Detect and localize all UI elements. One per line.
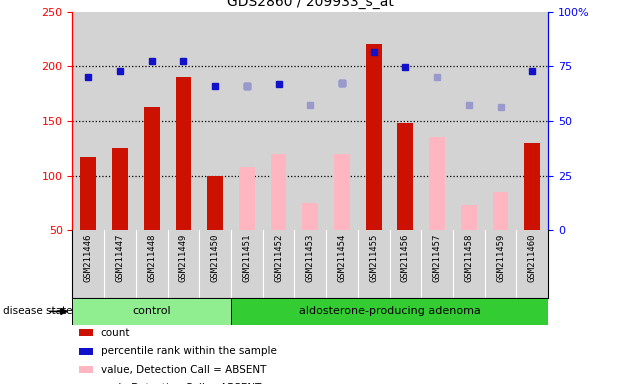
- Text: GSM211459: GSM211459: [496, 234, 505, 282]
- Bar: [176, 77, 192, 230]
- Bar: [144, 107, 159, 230]
- Bar: [231, 298, 548, 325]
- Text: GSM211457: GSM211457: [433, 234, 442, 282]
- Bar: [366, 44, 382, 230]
- Bar: [429, 137, 445, 230]
- Text: GSM211454: GSM211454: [338, 234, 346, 282]
- Bar: [271, 154, 287, 230]
- Text: GSM211460: GSM211460: [528, 234, 537, 282]
- Text: aldosterone-producing adenoma: aldosterone-producing adenoma: [299, 306, 481, 316]
- Bar: [334, 154, 350, 230]
- Bar: [112, 148, 128, 230]
- Text: GSM211447: GSM211447: [115, 234, 125, 282]
- Bar: [461, 205, 477, 230]
- Bar: [398, 123, 413, 230]
- Text: GSM211450: GSM211450: [210, 234, 220, 282]
- Bar: [493, 192, 508, 230]
- Text: disease state: disease state: [3, 306, 72, 316]
- Text: control: control: [132, 306, 171, 316]
- Text: GSM211458: GSM211458: [464, 234, 473, 282]
- Text: GSM211451: GSM211451: [243, 234, 251, 282]
- Bar: [524, 143, 540, 230]
- Bar: [207, 176, 223, 230]
- Text: GSM211449: GSM211449: [179, 234, 188, 282]
- Text: rank, Detection Call = ABSENT: rank, Detection Call = ABSENT: [101, 383, 261, 384]
- Bar: [72, 298, 231, 325]
- Text: value, Detection Call = ABSENT: value, Detection Call = ABSENT: [101, 365, 266, 375]
- Title: GDS2860 / 209933_s_at: GDS2860 / 209933_s_at: [227, 0, 394, 9]
- Bar: [302, 203, 318, 230]
- Text: GSM211452: GSM211452: [274, 234, 283, 282]
- Text: GSM211446: GSM211446: [84, 234, 93, 282]
- Text: GSM211456: GSM211456: [401, 234, 410, 282]
- Text: percentile rank within the sample: percentile rank within the sample: [101, 346, 277, 356]
- Bar: [239, 167, 255, 230]
- Text: GSM211448: GSM211448: [147, 234, 156, 282]
- Text: count: count: [101, 328, 130, 338]
- Text: GSM211453: GSM211453: [306, 234, 315, 282]
- Text: GSM211455: GSM211455: [369, 234, 378, 282]
- Bar: [81, 157, 96, 230]
